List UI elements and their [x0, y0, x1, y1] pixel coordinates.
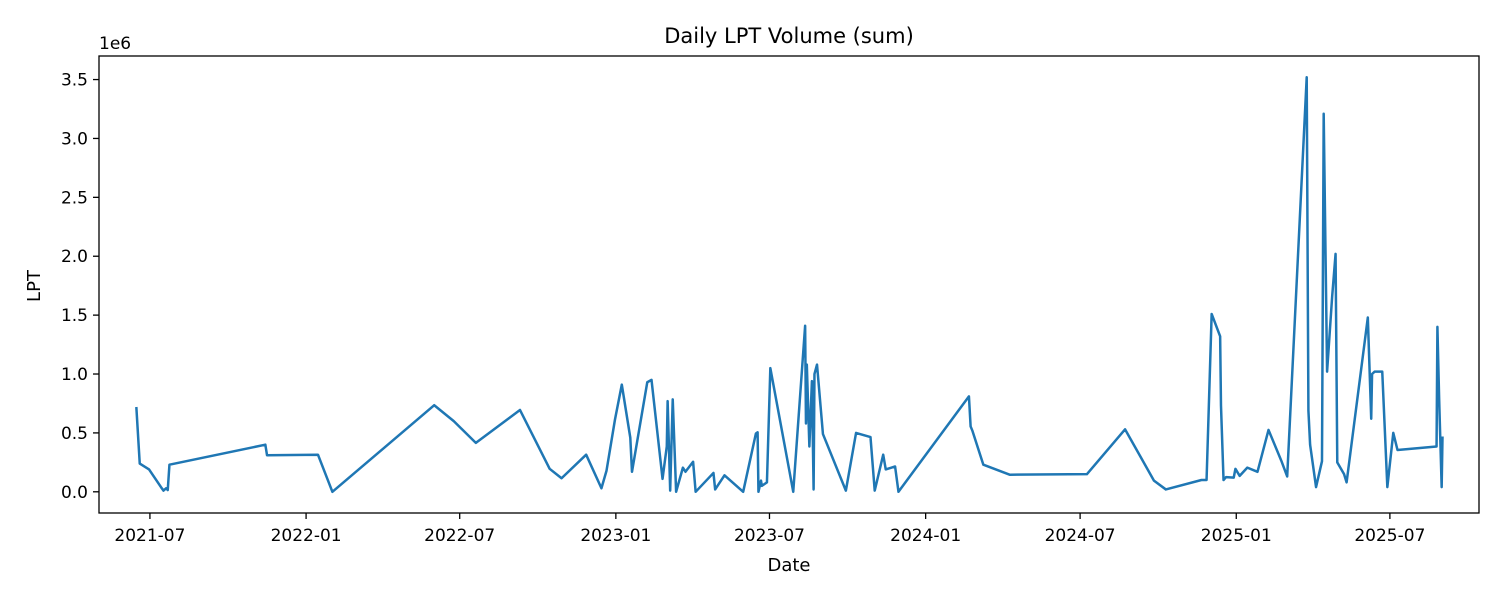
x-tick-label: 2025-01 [1201, 526, 1272, 546]
x-tick-label: 2023-07 [734, 526, 805, 546]
y-tick-label: 3.0 [61, 129, 88, 149]
chart-title: Daily LPT Volume (sum) [664, 24, 914, 48]
y-tick-label: 2.0 [61, 247, 88, 267]
plot-frame [98, 55, 1480, 514]
x-tick-label: 2023-01 [580, 526, 651, 546]
y-tick-label: 0.5 [61, 424, 88, 444]
plot-area [135, 75, 1444, 494]
y-tick-label: 3.5 [61, 71, 88, 91]
x-tick-label: 2025-07 [1354, 526, 1425, 546]
x-tick-label: 2021-07 [114, 526, 185, 546]
y-axis-offset-label: 1e6 [99, 34, 131, 54]
x-tick-label: 2024-01 [890, 526, 961, 546]
x-tick-label: 2022-07 [424, 526, 495, 546]
y-tick-label: 2.5 [61, 188, 88, 208]
y-tick-label: 1.5 [61, 306, 88, 326]
x-axis-ticks: 2021-07 2022-01 2022-07 2023-01 2023-07 2024-… [114, 513, 1425, 546]
x-axis-label: Date [767, 555, 810, 576]
y-axis-ticks: 0.0 0.5 1.0 1.5 2.0 2.5 3.0 3.5 [61, 71, 99, 503]
x-tick-label: 2022-01 [271, 526, 342, 546]
y-axis-label: LPT [24, 269, 45, 302]
series-line [135, 75, 1444, 494]
y-tick-label: 0.0 [61, 483, 88, 503]
y-tick-label: 1.0 [61, 365, 88, 385]
x-tick-label: 2024-07 [1045, 526, 1116, 546]
